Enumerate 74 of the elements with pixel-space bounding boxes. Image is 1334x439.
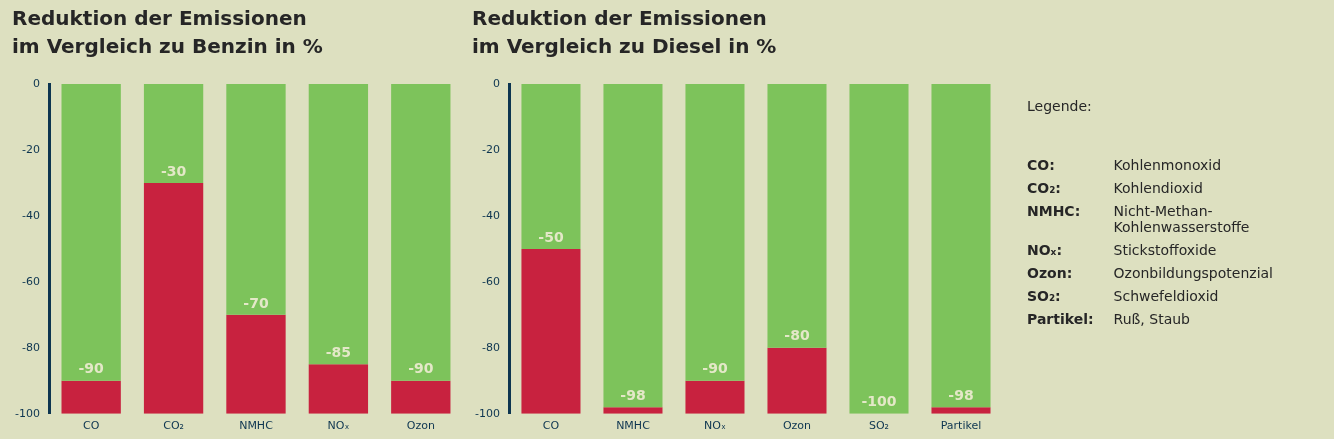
text: Kohlenmonoxid xyxy=(1113,156,1223,175)
bar xyxy=(226,314,286,414)
text: Legende: xyxy=(1027,98,1093,114)
data-label: -90 xyxy=(408,360,434,377)
bar xyxy=(143,84,204,183)
text: CO₂: xyxy=(1027,179,1062,198)
y-tick-label: -40 xyxy=(22,208,40,222)
text: im Vergleich zu Benzin in % xyxy=(12,34,323,59)
text: Reduktion der Emissionen xyxy=(12,6,307,31)
data-label: -70 xyxy=(243,294,269,311)
text: Schwefeldioxid xyxy=(1113,287,1220,306)
y-tick-label: -40 xyxy=(482,208,500,222)
y-tick-label: -20 xyxy=(22,142,40,156)
x-tick-label: CO xyxy=(542,419,560,433)
text: Reduktion der Emissionen xyxy=(472,6,767,31)
text: Stickstoffoxide xyxy=(1113,241,1218,260)
y-tick-label: 0 xyxy=(492,76,500,90)
data-label: -98 xyxy=(620,386,646,403)
y-tick-label: -60 xyxy=(22,274,40,288)
text: NOₓ: xyxy=(1027,241,1063,260)
data-label: -100 xyxy=(861,393,897,410)
bar xyxy=(226,84,286,315)
x-tick-label: NMHC xyxy=(239,419,274,433)
bar xyxy=(685,380,745,414)
data-label: -90 xyxy=(702,360,728,377)
x-tick-label: CO₂ xyxy=(163,419,184,433)
bar xyxy=(767,84,827,348)
y-tick-label: -60 xyxy=(482,274,500,288)
x-tick-label: CO xyxy=(83,419,100,433)
data-label: -50 xyxy=(538,228,564,245)
y-tick-label: -100 xyxy=(15,406,40,420)
bar xyxy=(767,347,827,414)
text: im Vergleich zu Diesel in % xyxy=(472,34,777,59)
bar xyxy=(521,84,581,249)
bar xyxy=(521,248,581,414)
bar xyxy=(391,84,451,381)
data-label: -80 xyxy=(784,327,810,344)
x-tick-label: NOₓ xyxy=(327,419,350,433)
bar xyxy=(61,380,121,414)
x-tick-label: Partikel xyxy=(940,419,982,433)
y-tick-label: -80 xyxy=(22,340,40,354)
text: Nicht-Methan-Kohlenwasserstoffe xyxy=(1113,202,1251,237)
bar xyxy=(391,380,451,414)
data-label: -85 xyxy=(325,343,352,360)
text: Partikel: xyxy=(1027,310,1095,329)
text: CO: xyxy=(1027,156,1056,175)
y-tick-label: -20 xyxy=(482,142,500,156)
x-tick-label: Ozon xyxy=(782,419,812,433)
bar xyxy=(603,84,663,408)
x-tick-label: NOₓ xyxy=(704,419,726,433)
y-tick-label: 0 xyxy=(32,76,40,90)
bar xyxy=(849,84,909,414)
bar xyxy=(931,407,991,414)
text: Ozon: xyxy=(1027,264,1074,283)
bar xyxy=(603,407,663,414)
bar xyxy=(685,84,745,381)
y-tick-label: -100 xyxy=(475,406,500,420)
bar xyxy=(308,364,369,414)
data-label: -90 xyxy=(78,360,105,377)
bar xyxy=(308,84,369,365)
x-tick-label: NMHC xyxy=(616,419,651,433)
text: Ozonbildungspotenzial xyxy=(1113,264,1274,283)
data-label: -30 xyxy=(160,162,187,179)
y-tick-label: -80 xyxy=(482,340,500,354)
x-tick-label: SO₂ xyxy=(868,419,890,433)
x-tick-label: Ozon xyxy=(406,419,435,433)
text: Kohlendioxid xyxy=(1113,179,1204,198)
bar xyxy=(931,84,991,408)
text: Ruß, Staub xyxy=(1113,310,1191,329)
data-label: -98 xyxy=(948,386,974,403)
text: SO₂: xyxy=(1027,287,1062,306)
bar xyxy=(61,84,121,381)
text: NMHC: xyxy=(1027,202,1082,221)
bar xyxy=(143,182,204,414)
